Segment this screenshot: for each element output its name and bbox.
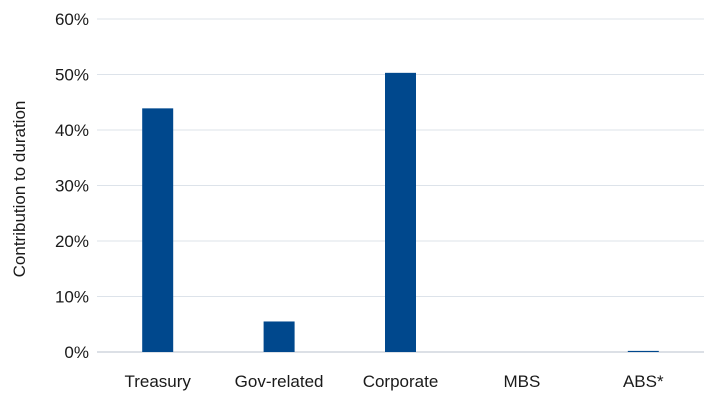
y-tick-label: 0% bbox=[64, 343, 89, 362]
x-axis-ticks: Treasury Gov-related Corporate MBS ABS* bbox=[124, 372, 664, 391]
x-tick-label: Treasury bbox=[124, 372, 191, 391]
y-axis-ticks: 0% 10% 20% 30% 40% 50% 60% bbox=[55, 10, 89, 362]
bars bbox=[142, 72, 659, 353]
x-tick-label: Corporate bbox=[363, 372, 439, 391]
y-tick-label: 10% bbox=[55, 288, 89, 307]
x-tick-label: Gov-related bbox=[235, 372, 324, 391]
y-axis-title: Contribution to duration bbox=[10, 101, 29, 278]
y-tick-label: 50% bbox=[55, 66, 89, 85]
bar bbox=[627, 350, 659, 352]
bar bbox=[263, 321, 295, 352]
bar bbox=[385, 72, 416, 353]
x-tick-label: ABS* bbox=[623, 372, 664, 391]
y-tick-label: 40% bbox=[55, 121, 89, 140]
bar bbox=[142, 108, 174, 352]
y-tick-label: 60% bbox=[55, 10, 89, 29]
y-tick-label: 20% bbox=[55, 232, 89, 251]
y-tick-label: 30% bbox=[55, 177, 89, 196]
x-tick-label: MBS bbox=[503, 372, 540, 391]
